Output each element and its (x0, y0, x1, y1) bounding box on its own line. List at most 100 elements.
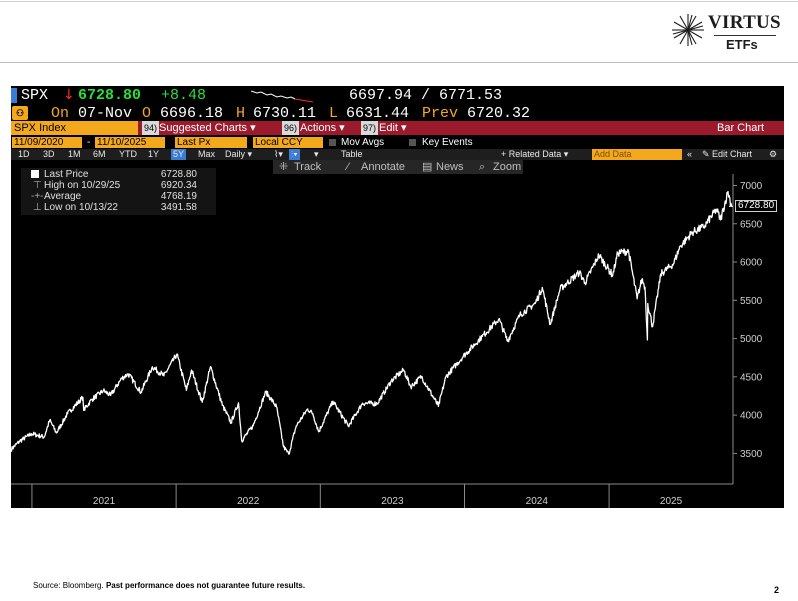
period-1y[interactable]: 1Y (148, 149, 160, 159)
price-point (498, 318, 500, 320)
price-point (445, 376, 447, 378)
period-toolbar: 1D 3D 1M 6M YTD 1Y 5Y Max Daily ▾ ⌇▾ ⫶▾ … (11, 149, 784, 160)
price-line-series (11, 190, 733, 455)
price-point (30, 433, 33, 435)
period-5y-selected[interactable]: 5Y (171, 149, 187, 160)
quote-date: 07-Nov (78, 105, 133, 122)
period-1m[interactable]: 1M (68, 149, 81, 159)
add-data-input[interactable]: Add Data (592, 149, 682, 160)
menu-number-97: 97) (361, 121, 379, 135)
x-tick-label: 2021 (93, 496, 116, 507)
price-point (376, 403, 378, 405)
legend-avg-label: Average (44, 191, 82, 202)
period-3d[interactable]: 3D (43, 149, 55, 159)
gear-icon[interactable]: ⚙ (769, 149, 778, 159)
brand-rule (714, 35, 776, 36)
sparkline-icon (251, 90, 314, 103)
annotate-icon[interactable]: ⁄ (347, 161, 349, 173)
menu-number-96: 96) (282, 121, 300, 135)
price-point (549, 323, 551, 325)
chart-style-icon[interactable]: ⫶▾ (289, 149, 300, 160)
prev-value: 6720.32 (467, 105, 531, 122)
track-icon[interactable]: ⁜ (279, 161, 289, 173)
annotate-tool[interactable]: Annotate (361, 161, 406, 173)
price-point (307, 408, 309, 410)
price-point (82, 396, 84, 398)
price-field-select[interactable]: Last Px (175, 137, 247, 148)
price-point (719, 219, 722, 221)
zoom-tool[interactable]: Zoom (493, 161, 522, 173)
quote-row: SPX ↓ 6728.80 +8.48 6697.94 / 6771.53 (11, 86, 784, 105)
x-tick-label: 2024 (526, 496, 549, 507)
line-style-icon[interactable]: ⌇▾ (274, 149, 283, 159)
price-point (190, 369, 193, 371)
last-price-tag: 6728.80 (735, 200, 778, 213)
price-point (410, 386, 412, 388)
price-point (617, 252, 619, 254)
more-options-icon[interactable]: ▾ (314, 149, 319, 159)
price-point (295, 425, 297, 427)
footnote: Source: Bloomberg. Past performance does… (33, 581, 305, 590)
actions-menu[interactable]: Actions ▾ (300, 122, 345, 134)
price-point (481, 335, 483, 337)
page-number: 2 (774, 585, 780, 595)
price-point (644, 286, 646, 288)
y-tick-label: 6500 (740, 219, 763, 230)
start-date-field[interactable]: 11/09/2020 (12, 137, 82, 148)
track-tool[interactable]: Track (294, 161, 322, 173)
price-point (230, 422, 232, 424)
key-events-checkbox[interactable] (409, 139, 416, 146)
price-point (288, 453, 290, 455)
price-point (507, 340, 509, 342)
price-point (403, 369, 405, 371)
chart-legend: Last Price 6728.80 ⊤ High on 10/29/25 69… (21, 168, 216, 215)
legend-high-label: High on 10/29/25 (44, 180, 121, 191)
y-tick-label: 6000 (740, 258, 763, 269)
period-6m[interactable]: 6M (93, 149, 106, 159)
period-ytd[interactable]: YTD (119, 149, 137, 159)
bloomberg-chart-window: SPX ↓ 6728.80 +8.48 6697.94 / 6771.53 ⚇ … (11, 86, 784, 508)
collapse-icon[interactable]: « (687, 149, 693, 159)
related-data-menu[interactable]: + Related Data ▾ (501, 149, 569, 159)
edit-menu[interactable]: Edit ▾ (379, 122, 407, 134)
zoom-icon[interactable]: ⌕ (479, 161, 486, 173)
legend-avg-value: 4768.19 (160, 191, 197, 202)
source-text: Source: Bloomberg. (33, 581, 106, 590)
price-point (332, 400, 334, 402)
virtus-logo: VIRTUS ETFs (670, 12, 781, 56)
currency-select[interactable]: Local CCY (253, 137, 323, 148)
price-point (691, 231, 694, 233)
price-chart[interactable]: 3500 4000 4500 5000 5500 6000 6500 7000 2021 2022… (11, 86, 784, 508)
info-icon[interactable]: ⚇ (12, 106, 28, 120)
mov-avgs-checkbox[interactable] (329, 139, 336, 146)
price-point (318, 431, 320, 433)
price-point (110, 394, 112, 396)
security-field[interactable]: SPX Index (11, 121, 138, 135)
price-point (559, 288, 561, 290)
price-point (420, 375, 422, 378)
low-label: L (329, 105, 339, 122)
open-label: O (142, 105, 152, 122)
price-point (176, 353, 178, 355)
price-point (584, 282, 586, 284)
news-tool[interactable]: News (436, 161, 464, 173)
net-change: +8.48 (161, 87, 207, 104)
menu-bar: SPX Index 94) Suggested Charts ▾ 96) Act… (11, 121, 784, 135)
end-date-field[interactable]: 11/10/2025 (95, 137, 165, 148)
news-icon[interactable]: ▤ (422, 161, 433, 173)
legend-low-value: 3491.58 (160, 202, 197, 213)
x-tick-label: 2022 (237, 496, 260, 507)
period-1d[interactable]: 1D (18, 149, 30, 159)
high-label: H (236, 105, 246, 122)
period-max[interactable]: Max (198, 149, 216, 159)
frequency-select[interactable]: Daily ▾ (225, 149, 253, 159)
table-button[interactable]: Table (341, 149, 363, 159)
price-point (647, 303, 649, 305)
legend-last-value: 6728.80 (160, 169, 197, 180)
price-point (679, 245, 681, 247)
price-point (437, 405, 439, 407)
suggested-charts-menu[interactable]: Suggested Charts ▾ (159, 122, 256, 134)
edit-chart-button[interactable]: ✎ Edit Chart (702, 149, 753, 159)
price-point (703, 226, 705, 228)
y-tick-label: 5000 (740, 334, 763, 345)
